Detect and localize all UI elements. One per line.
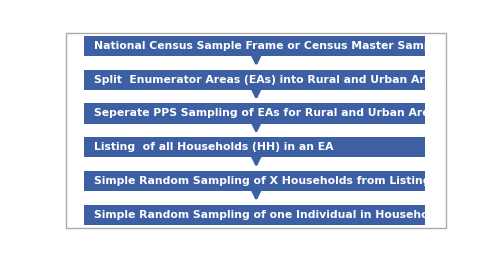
Text: Simple Random Sampling of one Individual in Household: Simple Random Sampling of one Individual… [94, 209, 440, 220]
FancyBboxPatch shape [84, 171, 425, 191]
Text: National Census Sample Frame or Census Master Sample: National Census Sample Frame or Census M… [94, 41, 442, 51]
FancyBboxPatch shape [84, 205, 425, 225]
FancyBboxPatch shape [84, 137, 425, 157]
FancyBboxPatch shape [84, 36, 425, 56]
Text: Simple Random Sampling of X Households from Listing: Simple Random Sampling of X Households f… [94, 176, 430, 186]
Text: Seperate PPS Sampling of EAs for Rural and Urban Areas: Seperate PPS Sampling of EAs for Rural a… [94, 108, 443, 118]
FancyBboxPatch shape [84, 70, 425, 90]
Text: Listing  of all Households (HH) in an EA: Listing of all Households (HH) in an EA [94, 142, 333, 152]
FancyBboxPatch shape [84, 103, 425, 124]
Text: Split  Enumerator Areas (EAs) into Rural and Urban Areas: Split Enumerator Areas (EAs) into Rural … [94, 75, 446, 85]
